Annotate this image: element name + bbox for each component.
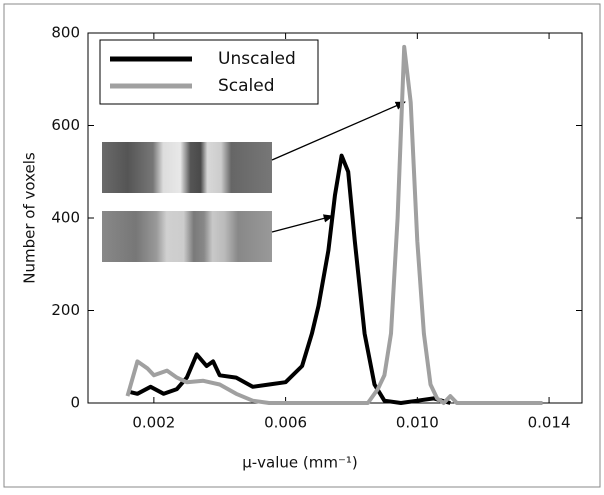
inset-image: [102, 211, 272, 262]
y-tick-label: 0: [70, 394, 80, 412]
x-tick-label: 0.010: [396, 414, 439, 432]
arrow: [271, 101, 406, 161]
y-tick-label: 200: [51, 301, 80, 319]
legend-label: Unscaled: [218, 49, 296, 69]
arrow: [271, 214, 335, 233]
y-tick-label: 400: [51, 209, 80, 227]
x-tick-label: 0.002: [132, 414, 175, 432]
x-tick-label: 0.006: [264, 414, 307, 432]
legend: Unscaled Scaled: [99, 39, 319, 105]
legend-label: Scaled: [218, 76, 275, 96]
legend-box: [99, 39, 319, 105]
y-tick-label: 600: [51, 116, 80, 134]
x-axis-title: μ-value (mm⁻¹): [242, 454, 358, 472]
x-tick-label: 0.014: [528, 414, 571, 432]
y-axis-title: Number of voxels: [21, 152, 39, 284]
y-tick-label: 800: [51, 24, 80, 42]
frame: [3, 3, 601, 488]
inset-image: [102, 142, 272, 193]
data-line: [125, 44, 543, 405]
